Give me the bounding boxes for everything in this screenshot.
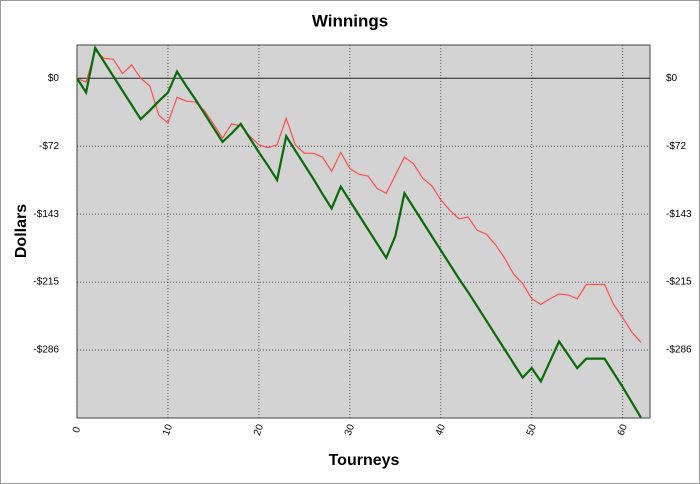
x-tick-label: 40: [434, 423, 448, 438]
x-axis-label: Tourneys: [329, 452, 400, 469]
y-tick-label: -$286: [33, 345, 59, 356]
x-tick-label: 50: [525, 423, 539, 438]
y-tick-label: -$143: [33, 209, 59, 220]
y2-tick-label: -$143: [666, 209, 692, 220]
y2-tick-label: $0: [666, 73, 678, 84]
x-tick-label: 20: [252, 423, 266, 438]
x-tick-label: 60: [616, 423, 630, 438]
x-tick-label: 0: [71, 425, 83, 434]
y-tick-label: $0: [48, 73, 60, 84]
plot-area: [76, 44, 651, 419]
y-tick-label: -$215: [33, 277, 59, 288]
chart-title: Winnings: [312, 11, 388, 30]
y2-tick-label: -$215: [666, 277, 692, 288]
x-tick-label: 30: [343, 423, 357, 438]
x-tick-label: 10: [161, 423, 175, 438]
y-axis-label: Dollars: [13, 204, 30, 258]
y2-tick-label: -$72: [666, 141, 686, 152]
line-series: [76, 44, 642, 419]
line-series: [76, 49, 642, 343]
y-tick-label: -$72: [39, 141, 59, 152]
y2-tick-label: -$286: [666, 345, 692, 356]
